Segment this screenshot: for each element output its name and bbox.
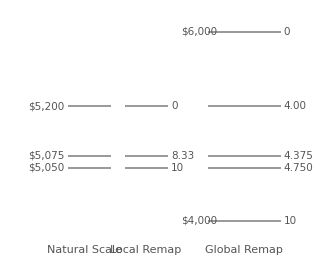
Text: 10: 10 [171,163,184,173]
Text: 4.375: 4.375 [284,151,314,161]
Text: 0: 0 [284,27,290,37]
Text: 8.33: 8.33 [171,151,194,161]
Text: 4.00: 4.00 [284,101,307,111]
Text: $4,000: $4,000 [181,216,217,226]
Text: $5,075: $5,075 [28,151,65,161]
Text: Local Remap: Local Remap [111,245,182,255]
Text: $6,000: $6,000 [181,27,217,37]
Text: 4.750: 4.750 [284,163,314,173]
Text: 0: 0 [171,101,178,111]
Text: 10: 10 [284,216,297,226]
Text: $5,050: $5,050 [29,163,65,173]
Text: $5,200: $5,200 [29,101,65,111]
Text: Natural Scale: Natural Scale [47,245,122,255]
Text: Global Remap: Global Remap [205,245,283,255]
